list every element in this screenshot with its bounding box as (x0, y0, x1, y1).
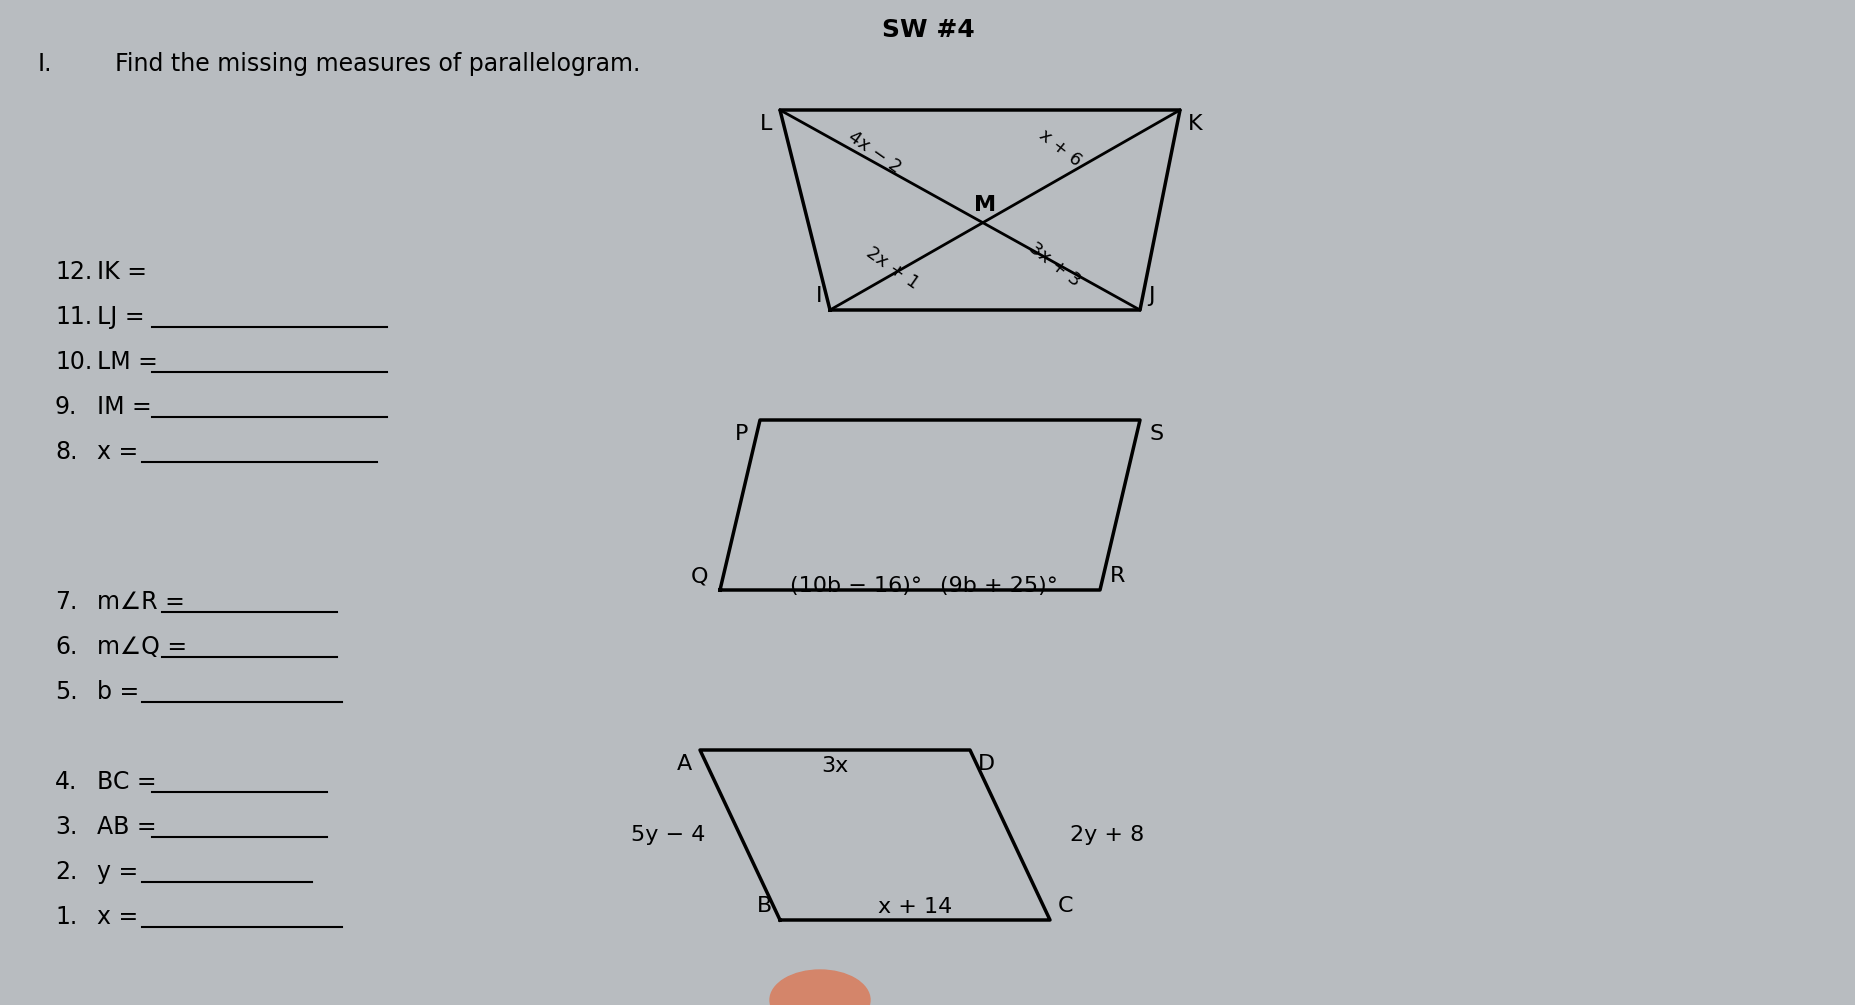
Text: 5y − 4: 5y − 4 (631, 825, 705, 845)
Text: 1.: 1. (56, 904, 78, 929)
Text: C: C (1057, 896, 1072, 916)
Text: M: M (974, 195, 996, 215)
Text: 4x − 2: 4x − 2 (844, 128, 905, 177)
Text: 4.: 4. (56, 770, 78, 794)
Text: 9.: 9. (56, 395, 78, 419)
Ellipse shape (770, 970, 870, 1005)
Text: m∠Q =: m∠Q = (96, 635, 187, 659)
Text: 2.: 2. (56, 860, 78, 884)
Text: SW #4: SW #4 (881, 18, 974, 42)
Text: Find the missing measures of parallelogram.: Find the missing measures of parallelogr… (115, 52, 640, 76)
Text: I.: I. (37, 52, 52, 76)
Text: S: S (1150, 424, 1163, 444)
Text: (9b + 25)°: (9b + 25)° (939, 576, 1057, 596)
Text: Q: Q (690, 566, 707, 586)
Text: x =: x = (96, 440, 137, 464)
Text: 7.: 7. (56, 590, 78, 614)
Text: I: I (814, 286, 822, 306)
Text: IM =: IM = (96, 395, 152, 419)
Text: y =: y = (96, 860, 137, 884)
Text: K: K (1187, 114, 1202, 134)
Text: BC =: BC = (96, 770, 156, 794)
Text: R: R (1109, 566, 1124, 586)
Text: (10b − 16)°: (10b − 16)° (790, 576, 922, 596)
Text: 6.: 6. (56, 635, 78, 659)
Text: LM =: LM = (96, 350, 158, 374)
Text: L: L (759, 114, 772, 134)
Text: b =: b = (96, 680, 139, 703)
Text: A: A (677, 754, 692, 774)
Text: 11.: 11. (56, 305, 93, 329)
Text: 2y + 8: 2y + 8 (1070, 825, 1145, 845)
Text: AB =: AB = (96, 815, 156, 839)
Text: x =: x = (96, 904, 137, 929)
Text: 3x: 3x (822, 756, 848, 776)
Text: x + 14: x + 14 (877, 897, 952, 917)
Text: m∠R =: m∠R = (96, 590, 186, 614)
Text: D: D (978, 754, 994, 774)
Text: 5.: 5. (56, 680, 78, 703)
Text: B: B (757, 896, 772, 916)
Text: 3.: 3. (56, 815, 78, 839)
Text: IK =: IK = (96, 260, 147, 284)
Text: 3x + 3: 3x + 3 (1026, 239, 1083, 290)
Text: LJ =: LJ = (96, 305, 145, 329)
Text: 8.: 8. (56, 440, 78, 464)
Text: J: J (1148, 286, 1154, 306)
Text: 12.: 12. (56, 260, 93, 284)
Text: 2x + 1: 2x + 1 (863, 243, 922, 292)
Text: P: P (735, 424, 748, 444)
Text: 10.: 10. (56, 350, 93, 374)
Text: x + 6: x + 6 (1035, 126, 1083, 170)
